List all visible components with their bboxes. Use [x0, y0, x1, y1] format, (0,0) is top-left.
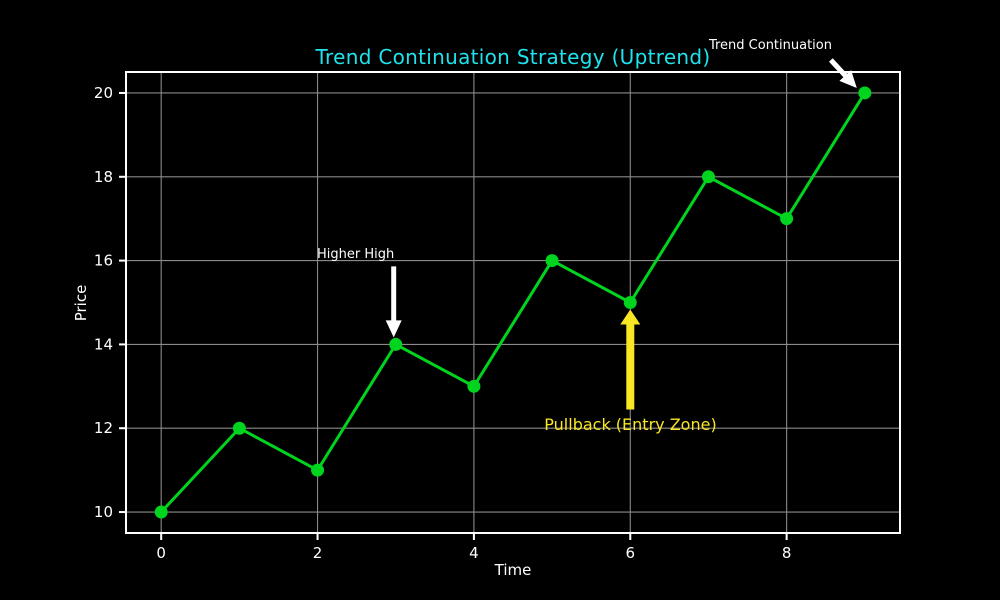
- data-point-marker: [623, 296, 637, 309]
- data-point-marker: [311, 463, 325, 477]
- y-tick-label: 14: [94, 335, 113, 353]
- x-axis-label: Time: [494, 561, 532, 579]
- annotation-arrow: [829, 58, 857, 88]
- annotation-higher-high: Higher High: [317, 247, 395, 262]
- data-point-marker: [467, 379, 481, 393]
- annotation-trend-continuation: Trend Continuation: [708, 38, 832, 53]
- x-tick-label: 8: [782, 544, 792, 562]
- chart-title: Trend Continuation Strategy (Uptrend): [315, 45, 711, 69]
- data-point-marker: [701, 170, 715, 184]
- annotation-arrow: [385, 266, 402, 338]
- x-tick-label: 2: [313, 544, 323, 562]
- data-point-marker: [858, 86, 872, 100]
- annotation-arrow: [620, 309, 641, 410]
- y-axis-label: Price: [72, 284, 90, 322]
- y-tick-label: 18: [94, 168, 113, 186]
- data-point-marker: [232, 421, 246, 435]
- data-point-marker: [780, 212, 794, 226]
- annotation-pullback-entry-zone: Pullback (Entry Zone): [544, 415, 717, 434]
- y-tick-label: 16: [94, 252, 113, 270]
- y-tick-label: 12: [94, 419, 113, 437]
- data-point-marker: [389, 337, 403, 351]
- plot-border: [125, 71, 901, 534]
- y-tick-label: 10: [94, 503, 113, 521]
- data-point-marker: [154, 505, 168, 519]
- price-line: [159, 91, 867, 514]
- x-tick-label: 4: [469, 544, 479, 562]
- data-point-marker: [545, 254, 559, 268]
- x-tick-label: 6: [625, 544, 635, 562]
- x-tick-label: 0: [156, 544, 166, 562]
- y-tick-label: 20: [94, 84, 113, 102]
